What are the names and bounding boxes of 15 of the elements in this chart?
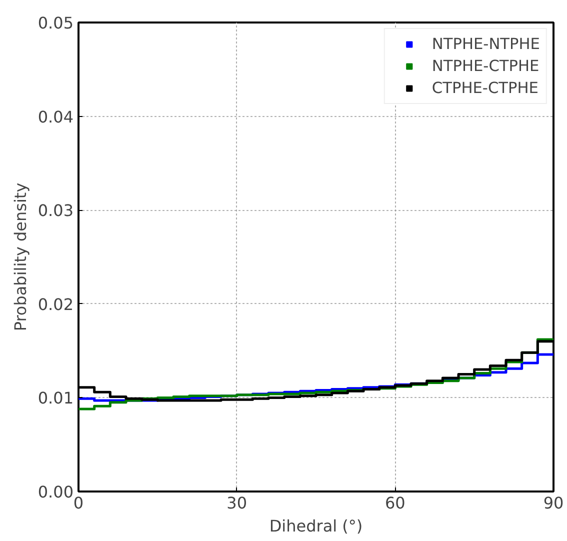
y-tick-label: 0.03 xyxy=(38,201,74,220)
y-tick-label: 0.04 xyxy=(38,107,74,126)
x-tick-label: 0 xyxy=(73,494,84,512)
x-tick-label: 30 xyxy=(226,494,248,512)
legend-label: NTPHE-NTPHE xyxy=(432,35,540,53)
legend-label: CTPHE-CTPHE xyxy=(432,79,538,97)
x-tick-label: 90 xyxy=(543,494,564,512)
y-tick-label: 0.05 xyxy=(38,14,74,32)
legend-label: NTPHE-CTPHE xyxy=(432,57,540,75)
y-axis-title: Probability density xyxy=(10,182,30,332)
x-tick-label: 60 xyxy=(384,494,406,512)
y-tick-label: 0.00 xyxy=(38,482,74,502)
x-axis-title: Dihedral (°) xyxy=(269,516,363,536)
y-tick-label: 0.01 xyxy=(38,388,74,408)
y-tick-label: 0.02 xyxy=(38,294,74,314)
